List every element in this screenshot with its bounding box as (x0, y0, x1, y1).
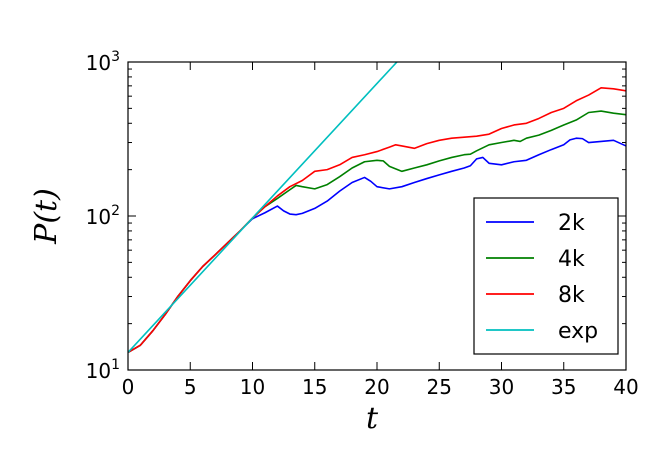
x-tick-labels: 0 5 10 15 20 25 30 35 40 (122, 375, 639, 399)
y-tick-labels: 101 102 103 (86, 49, 120, 383)
y-tick-label: 101 (86, 357, 120, 383)
legend: 2k 4k 8k exp (473, 197, 619, 355)
x-tick-label: 20 (364, 375, 389, 399)
x-tick-label: 35 (551, 375, 576, 399)
x-axis-label: t (366, 401, 379, 436)
x-tick-label: 5 (184, 375, 197, 399)
series-layer (128, 62, 626, 354)
legend-entries: 2k 4k 8k exp (486, 211, 598, 344)
series-line-8k (128, 86, 626, 354)
y-axis-label: P(t) (29, 188, 64, 245)
x-tick-label: 10 (240, 375, 265, 399)
legend-box (473, 197, 619, 355)
series-line-exp (128, 62, 398, 354)
ticks-layer (127, 61, 627, 371)
x-tick-label: 30 (489, 375, 514, 399)
x-tick-label: 25 (427, 375, 452, 399)
y-tick-label: 103 (86, 49, 120, 75)
x-tick-label: 40 (613, 375, 638, 399)
y-tick-label: 102 (86, 203, 120, 229)
x-tick-label: 0 (122, 375, 135, 399)
legend-label-2k: 2k (558, 211, 585, 236)
x-tick-label: 15 (302, 375, 327, 399)
legend-label-4k: 4k (558, 247, 585, 272)
legend-label-8k: 8k (558, 283, 585, 308)
legend-label-exp: exp (558, 319, 598, 344)
